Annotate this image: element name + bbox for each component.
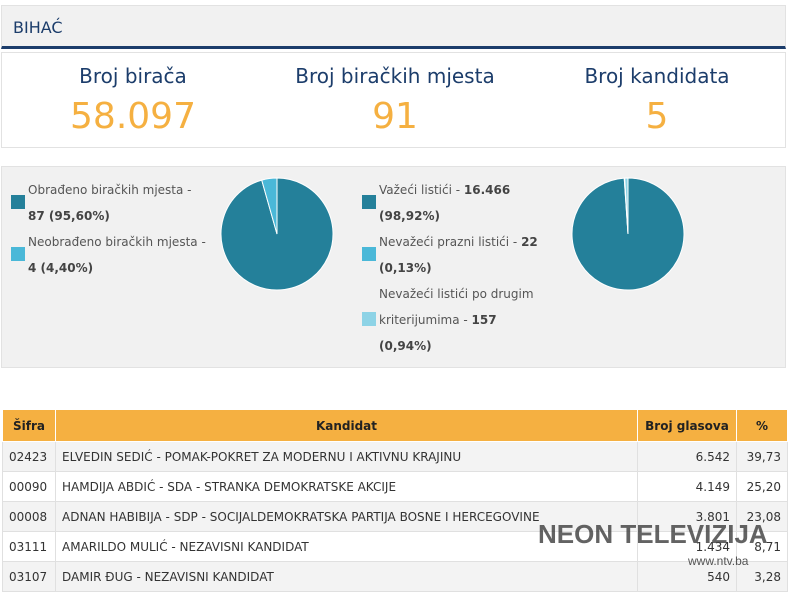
table-row: 02423 ELVEDIN SEDIĆ - POMAK-POKRET ZA MO… (2, 441, 788, 472)
stat-voters-value: 58.097 (70, 96, 196, 137)
stats-panel: Broj birača 58.097 Broj biračkih mjesta … (1, 52, 786, 148)
cell-percent: 25,20 (736, 471, 788, 502)
table-row: 00090 HAMDIJA ABDIĆ - SDA - STRANKA DEMO… (2, 471, 788, 502)
pies-panel: Obrađeno biračkih mjesta - 87 (95,60%) N… (1, 166, 786, 368)
cell-code: 00090 (2, 471, 56, 502)
cell-candidate: DAMIR ĐUG - NEZAVISNI KANDIDAT (55, 561, 638, 592)
watermark-url: www.ntv.ba (688, 554, 749, 568)
table-row: 03107 DAMIR ĐUG - NEZAVISNI KANDIDAT 540… (2, 561, 788, 592)
cell-votes: 6.542 (637, 441, 737, 472)
ballots-slice-2 (624, 177, 629, 235)
stat-polling-places: Broj biračkih mjesta 91 (264, 53, 526, 137)
watermark-logo: NEON TELEVIZIJA (538, 519, 768, 549)
header-code: Šifra (2, 409, 56, 442)
legend-valid-text: Važeći listići - (379, 183, 464, 197)
table-header-row: Šifra Kandidat Broj glasova % (2, 409, 788, 442)
header-votes: Broj glasova (637, 409, 737, 442)
legend-unprocessed-text: Neobrađeno biračkih mjesta - (28, 235, 206, 249)
table-row: 00008 ADNAN HABIBIJA - SDP - SOCIJALDEMO… (2, 501, 788, 532)
cell-candidate: ELVEDIN SEDIĆ - POMAK-POKRET ZA MODERNU … (55, 441, 638, 472)
header-candidate: Kandidat (55, 409, 638, 442)
legend-swatch-processed (11, 195, 25, 209)
pie-chart-ballots (571, 177, 685, 291)
legend-valid: Važeći listići - 16.466 (98,92%) (379, 177, 510, 229)
legend-swatch-other-invalid (362, 312, 376, 326)
legend-swatch-valid (362, 195, 376, 209)
cell-votes: 4.149 (637, 471, 737, 502)
legend-other-invalid: Nevažeći listići po drugim kriterijumima… (379, 281, 534, 359)
legend-blank-value: 22 (521, 235, 538, 249)
cell-percent: 39,73 (736, 441, 788, 472)
page-title: BIHAĆ (13, 18, 63, 37)
cell-code: 00008 (2, 501, 56, 532)
legend-unprocessed-value: 4 (4,40%) (28, 261, 94, 275)
legend-other-invalid-value: 157 (471, 313, 497, 327)
legend-blank-text: Nevažeći prazni listići - (379, 235, 522, 249)
legend-valid-value: 16.466 (463, 183, 511, 197)
pie-chart-polling-places (220, 177, 334, 291)
cell-code: 03111 (2, 531, 56, 562)
legend-processed-value: 87 (95,60%) (28, 209, 110, 223)
cell-candidate: ADNAN HABIBIJA - SDP - SOCIJALDEMOKRATSK… (55, 501, 638, 532)
table-row: 03111 AMARILDO MULIĆ - NEZAVISNI KANDIDA… (2, 531, 788, 562)
stat-voters-label: Broj birača (79, 64, 187, 88)
polling-places-slice-1 (261, 177, 278, 235)
stat-candidates: Broj kandidata 5 (526, 53, 788, 137)
stat-polling-places-value: 91 (372, 96, 418, 137)
stat-candidates-label: Broj kandidata (584, 64, 730, 88)
cell-candidate: AMARILDO MULIĆ - NEZAVISNI KANDIDAT (55, 531, 638, 562)
cell-code: 02423 (2, 441, 56, 472)
cell-code: 03107 (2, 561, 56, 592)
legend-unprocessed: Neobrađeno biračkih mjesta - 4 (4,40%) (28, 229, 206, 281)
legend-processed: Obrađeno biračkih mjesta - 87 (95,60%) (28, 177, 192, 229)
legend-blank-pct: (0,13%) (379, 261, 432, 275)
stat-voters: Broj birača 58.097 (2, 53, 264, 137)
stat-polling-places-label: Broj biračkih mjesta (295, 64, 495, 88)
cell-percent: 8,71 (736, 531, 788, 562)
legend-other-invalid-pct: (0,94%) (379, 339, 432, 353)
cell-votes: 3.801 (637, 501, 737, 532)
cell-votes: 1.434 (637, 531, 737, 562)
legend-swatch-blank (362, 247, 376, 261)
results-table: Šifra Kandidat Broj glasova % 02423 ELVE… (2, 409, 788, 592)
title-bar: BIHAĆ (1, 5, 786, 49)
cell-percent: 23,08 (736, 501, 788, 532)
legend-swatch-unprocessed (11, 247, 25, 261)
legend-processed-text: Obrađeno biračkih mjesta - (28, 183, 192, 197)
stat-candidates-value: 5 (645, 96, 669, 137)
header-percent: % (736, 409, 788, 442)
legend-blank: Nevažeći prazni listići - 22 (0,13%) (379, 229, 538, 281)
legend-other-invalid-line1: Nevažeći listići po drugim (379, 287, 534, 301)
legend-other-invalid-text: kriterijumima - (379, 313, 472, 327)
legend-valid-pct: (98,92%) (379, 209, 440, 223)
cell-candidate: HAMDIJA ABDIĆ - SDA - STRANKA DEMOKRATSK… (55, 471, 638, 502)
